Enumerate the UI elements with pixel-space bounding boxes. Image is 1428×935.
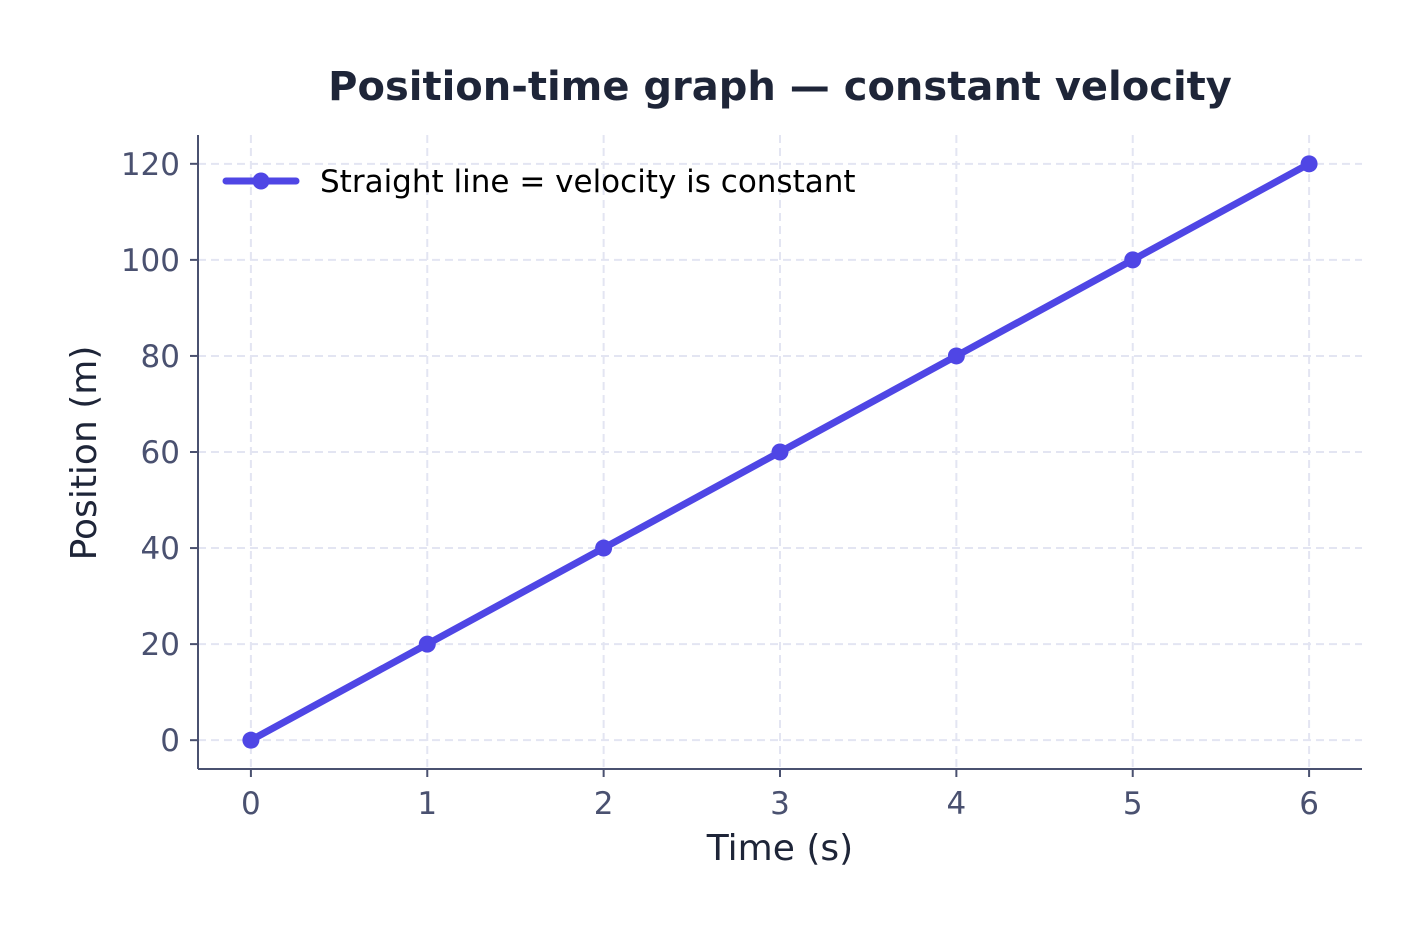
- x-axis-label: Time (s): [706, 828, 853, 869]
- x-tick-label: 6: [1299, 786, 1319, 822]
- series-layer: [242, 155, 1318, 749]
- axes: [190, 135, 1362, 777]
- data-point: [1124, 251, 1142, 269]
- y-tick-label: 80: [141, 339, 180, 375]
- data-point: [947, 347, 965, 365]
- x-tick-label: 5: [1123, 786, 1143, 822]
- legend-marker: [252, 172, 270, 190]
- chart-title: Position-time graph — constant velocity: [328, 64, 1232, 110]
- y-tick-label: 100: [121, 243, 180, 279]
- y-tick-label: 120: [121, 147, 180, 183]
- x-tick-label: 2: [594, 786, 614, 822]
- y-tick-label: 60: [141, 435, 180, 471]
- x-tick-label: 3: [770, 786, 790, 822]
- data-point: [418, 635, 436, 653]
- x-tick-label: 0: [241, 786, 261, 822]
- y-tick-label: 20: [141, 627, 180, 663]
- x-tick-label: 4: [946, 786, 966, 822]
- data-point: [595, 539, 613, 557]
- grid: [198, 135, 1362, 769]
- data-point: [1300, 155, 1318, 173]
- legend: Straight line = velocity is constant: [222, 164, 856, 200]
- x-tick-label: 1: [417, 786, 437, 822]
- legend-entry-label: Straight line = velocity is constant: [320, 164, 856, 200]
- data-point: [242, 731, 260, 749]
- y-tick-label: 0: [160, 723, 180, 759]
- y-tick-label: 40: [141, 531, 180, 567]
- y-axis-label: Position (m): [64, 346, 105, 561]
- data-point: [771, 443, 789, 461]
